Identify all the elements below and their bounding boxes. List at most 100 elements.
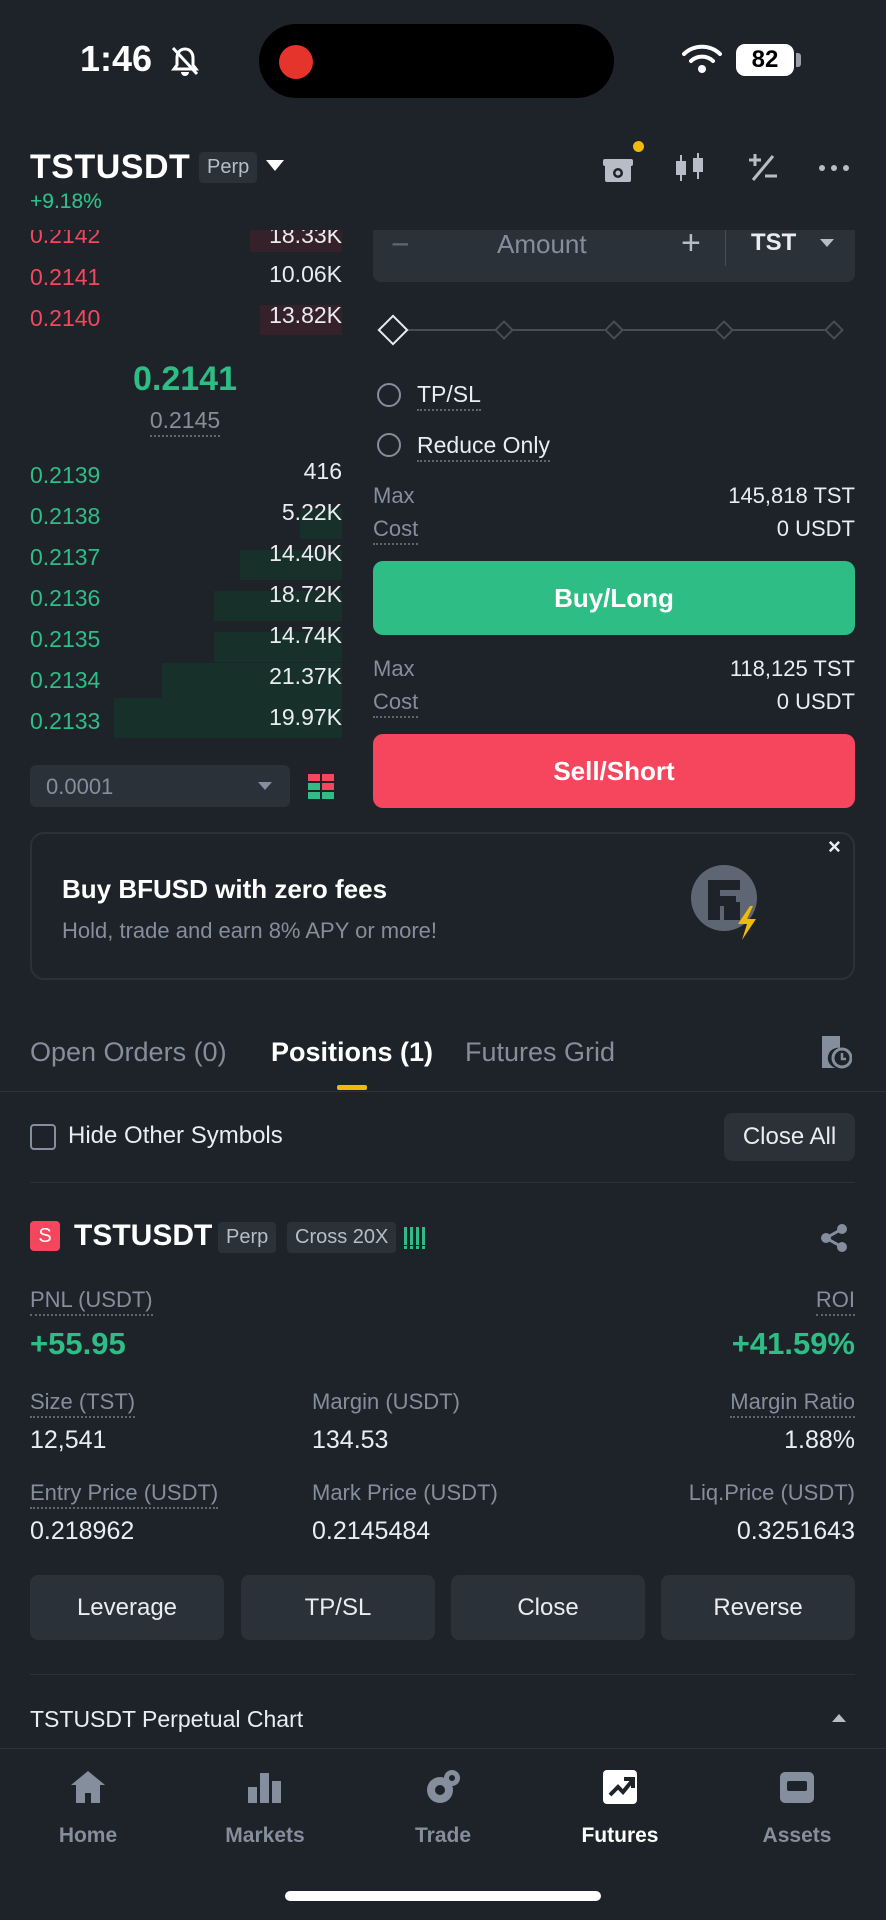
gift-notification-dot xyxy=(633,141,644,152)
slider-node[interactable] xyxy=(604,320,624,340)
nav-home[interactable]: Home xyxy=(13,1767,163,1848)
promo-banner[interactable] xyxy=(30,832,855,980)
candlestick-chart-icon[interactable] xyxy=(672,150,708,186)
slider-node[interactable] xyxy=(714,320,734,340)
close-icon[interactable]: × xyxy=(828,834,841,859)
ask-price[interactable]: 0.2140 xyxy=(30,305,101,331)
bid-qty: 18.72K xyxy=(269,581,342,607)
status-time: 1:46 xyxy=(80,38,153,79)
adl-indicator-icon xyxy=(403,1227,427,1249)
nav-assets[interactable]: Assets xyxy=(722,1767,872,1848)
amount-divider xyxy=(725,222,726,266)
bid-price[interactable]: 0.2134 xyxy=(30,667,101,693)
bid-price[interactable]: 0.2135 xyxy=(30,626,101,652)
increase-amount-button[interactable]: + xyxy=(681,224,701,262)
margin-mode-tag[interactable]: Cross 20X xyxy=(287,1222,397,1253)
bid-price[interactable]: 0.2133 xyxy=(30,708,101,734)
buy-cost-label: Cost xyxy=(373,516,419,545)
unit-dropdown-icon[interactable] xyxy=(820,239,834,247)
bid-depth-bar xyxy=(114,698,342,738)
tabs-divider xyxy=(0,1091,886,1092)
more-icon[interactable] xyxy=(816,150,852,186)
slider-node[interactable] xyxy=(494,320,514,340)
amount-input[interactable]: − Amount + TST xyxy=(373,222,855,282)
mark-price-value[interactable]: 0.2145 xyxy=(149,407,221,437)
liq-price-label: Liq.Price (USDT) xyxy=(688,1480,855,1505)
tick-size-select[interactable]: 0.0001 xyxy=(30,765,290,807)
chevron-up-icon[interactable] xyxy=(832,1714,846,1722)
ask-price[interactable]: 0.2141 xyxy=(30,264,101,290)
symbol-dropdown-icon[interactable] xyxy=(266,160,284,171)
margin-label: Margin (USDT) xyxy=(312,1389,460,1414)
tab-positions[interactable]: Positions (1) xyxy=(271,1037,434,1067)
price-change: +9.18% xyxy=(30,190,102,213)
ask-qty: 13.82K xyxy=(269,302,342,328)
reduce-only-label: Reduce Only xyxy=(417,432,550,462)
bid-depth-bar xyxy=(162,663,342,698)
nav-markets-label: Markets xyxy=(225,1824,305,1847)
buy-long-button[interactable]: Buy/Long xyxy=(373,561,855,635)
slider-node[interactable] xyxy=(824,320,844,340)
gift-icon[interactable] xyxy=(600,150,636,186)
position-symbol[interactable]: TSTUSDT xyxy=(74,1219,213,1252)
form-top-mask xyxy=(360,212,870,230)
bid-price[interactable]: 0.2136 xyxy=(30,585,101,611)
bfusd-coin-icon xyxy=(691,865,757,940)
ask-depth-bar xyxy=(260,305,342,335)
leverage-button[interactable]: Leverage xyxy=(30,1575,224,1640)
close-position-button[interactable]: Close xyxy=(451,1575,645,1640)
mark-price-value: 0.2145484 xyxy=(312,1517,431,1545)
home-icon xyxy=(71,1771,105,1803)
liq-price-value: 0.3251643 xyxy=(736,1517,855,1545)
symbol-title[interactable]: TSTUSDT xyxy=(30,148,191,186)
bid-price[interactable]: 0.2137 xyxy=(30,544,101,570)
contract-type-tag: Perp xyxy=(199,152,258,183)
tick-size-value: 0.0001 xyxy=(46,774,114,799)
sell-short-button[interactable]: Sell/Short xyxy=(373,734,855,808)
battery-icon: 82 xyxy=(736,44,794,76)
buy-max-value: 145,818 TST xyxy=(728,483,855,508)
battery-tip xyxy=(796,53,801,67)
tpsl-radio[interactable] xyxy=(377,383,401,407)
pnl-label: PNL (USDT) xyxy=(30,1287,153,1316)
tab-futures-grid[interactable]: Futures Grid xyxy=(465,1037,616,1067)
short-side-badge: S xyxy=(30,1221,60,1251)
amount-unit[interactable]: TST xyxy=(751,229,797,256)
amount-placeholder: Amount xyxy=(497,229,587,259)
reverse-button[interactable]: Reverse xyxy=(661,1575,855,1640)
sell-max-value: 118,125 TST xyxy=(729,656,855,681)
nav-trade[interactable]: Trade xyxy=(368,1767,518,1848)
nav-futures[interactable]: Futures xyxy=(545,1767,695,1848)
slider-thumb[interactable] xyxy=(377,314,409,346)
decrease-amount-button[interactable]: − xyxy=(391,226,410,262)
promo-subtitle: Hold, trade and earn 8% APY or more! xyxy=(62,918,438,943)
tpsl-button[interactable]: TP/SL xyxy=(241,1575,435,1640)
order-history-icon[interactable] xyxy=(818,1034,852,1070)
wifi-icon xyxy=(682,44,722,73)
bell-muted-icon xyxy=(171,46,199,76)
reduce-only-radio[interactable] xyxy=(377,433,401,457)
size-label: Size (TST) xyxy=(30,1389,136,1418)
entry-price-value: 0.218962 xyxy=(30,1517,135,1545)
bid-price[interactable]: 0.2138 xyxy=(30,503,101,529)
bid-qty: 19.97K xyxy=(269,704,342,730)
roi-label: ROI xyxy=(815,1287,855,1316)
mark-price: 0.2145 xyxy=(30,407,340,437)
share-icon[interactable] xyxy=(818,1222,850,1254)
book-layout-icon[interactable] xyxy=(306,772,336,802)
calculator-icon[interactable] xyxy=(745,150,781,186)
buy-cost-value: 0 USDT xyxy=(776,516,855,541)
nav-markets[interactable]: Markets xyxy=(190,1767,340,1848)
tab-open-orders[interactable]: Open Orders (0) xyxy=(30,1037,227,1067)
pnl-value: +55.95 xyxy=(30,1326,126,1361)
bid-depth-bar xyxy=(214,632,342,662)
close-all-button[interactable]: Close All xyxy=(724,1113,855,1161)
assets-icon xyxy=(780,1772,814,1803)
bid-price[interactable]: 0.2139 xyxy=(30,462,101,488)
hide-other-symbols-checkbox[interactable] xyxy=(30,1124,56,1150)
bid-qty: 14.40K xyxy=(269,540,342,566)
last-price: 0.2141 xyxy=(133,360,237,398)
mark-price-label: Mark Price (USDT) xyxy=(312,1480,498,1505)
hide-other-symbols-label: Hide Other Symbols xyxy=(68,1122,283,1149)
price-change-overlay: +9.18% xyxy=(30,190,102,213)
